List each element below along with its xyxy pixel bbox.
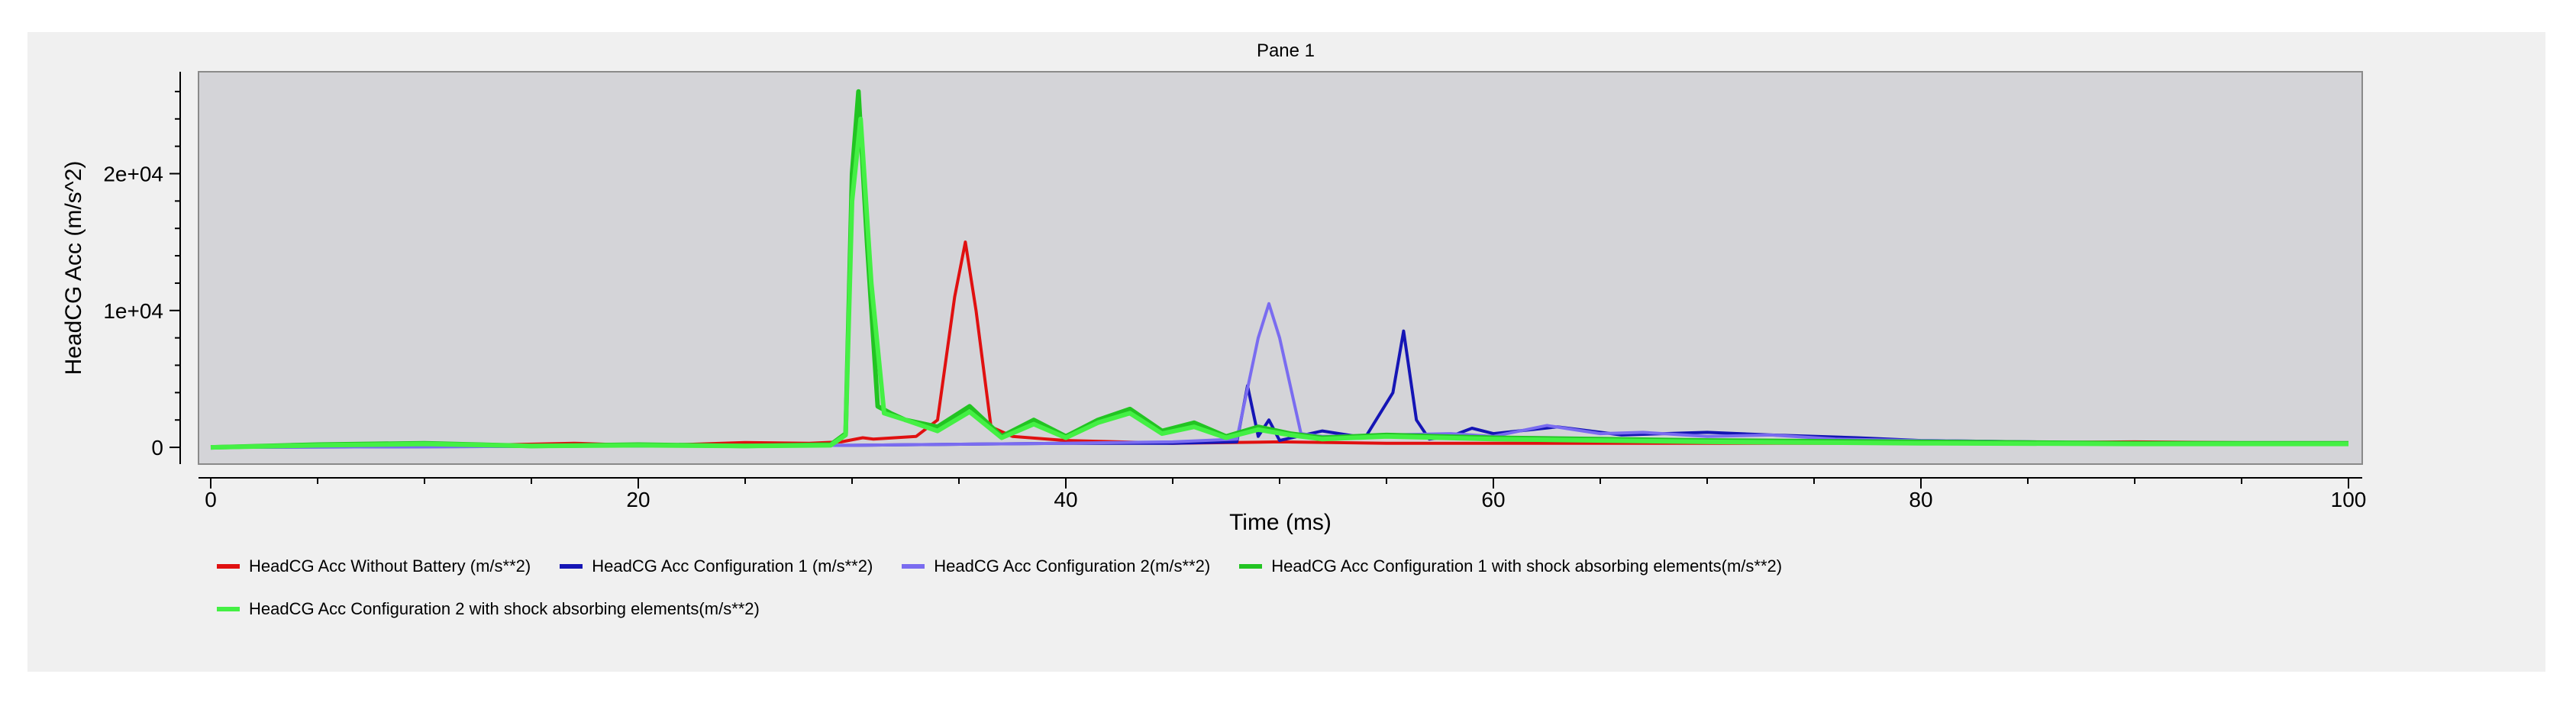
x-tick-label: 60 <box>1481 488 1505 511</box>
series-line-5 <box>210 116 2348 450</box>
legend: HeadCG Acc Without Battery (m/s**2) Head… <box>217 545 2507 630</box>
legend-item-configuration-1-shock: HeadCG Acc Configuration 1 with shock ab… <box>1239 556 1782 576</box>
plot-area <box>198 71 2363 465</box>
y-ticks: 0 1e+04 2e+04 <box>103 90 180 460</box>
legend-item-configuration-2: HeadCG Acc Configuration 2(m/s**2) <box>902 556 1210 576</box>
chart-title: Pane 1 <box>1257 40 1315 61</box>
legend-row-2: HeadCG Acc Configuration 2 with shock ab… <box>217 588 2507 630</box>
x-axis-title: Time (ms) <box>1229 510 1332 535</box>
legend-label: HeadCG Acc Configuration 1 with shock ab… <box>1271 556 1783 576</box>
x-tick-label: 100 <box>2331 488 2367 511</box>
legend-item-without-battery: HeadCG Acc Without Battery (m/s**2) <box>217 556 531 576</box>
legend-swatch <box>560 564 583 569</box>
y-axis-title: HeadCG Acc (m/s^2) <box>61 161 86 376</box>
legend-label: HeadCG Acc Configuration 1 (m/s**2) <box>592 556 873 576</box>
chart-frame: Pane 1 0 1e+04 2e+04 0 20 40 60 80 100 Time (ms… <box>27 32 2545 672</box>
legend-item-configuration-2-shock: HeadCG Acc Configuration 2 with shock ab… <box>217 599 760 619</box>
legend-label: HeadCG Acc Configuration 2(m/s**2) <box>934 556 1211 576</box>
x-ticks: 0 20 40 60 80 100 <box>205 478 2366 511</box>
y-tick-label: 0 <box>151 436 163 460</box>
legend-row-1: HeadCG Acc Without Battery (m/s**2) Head… <box>217 545 2507 588</box>
legend-swatch <box>217 564 240 569</box>
legend-label: HeadCG Acc Configuration 2 with shock ab… <box>249 599 760 618</box>
legend-swatch <box>217 607 240 611</box>
chart-canvas: Pane 1 0 1e+04 2e+04 0 20 40 60 80 100 Time (ms… <box>61 40 2366 535</box>
x-tick-label: 40 <box>1054 488 1077 511</box>
series-group <box>210 89 2349 450</box>
legend-swatch <box>1239 564 1263 569</box>
x-tick-label: 80 <box>1909 488 1932 511</box>
legend-swatch <box>902 564 925 569</box>
legend-item-configuration-1: HeadCG Acc Configuration 1 (m/s**2) <box>560 556 873 576</box>
x-tick-label: 20 <box>626 488 650 511</box>
x-tick-label: 0 <box>205 488 217 511</box>
y-tick-label: 1e+04 <box>103 299 163 323</box>
legend-label: HeadCG Acc Without Battery (m/s**2) <box>249 556 531 576</box>
y-tick-label: 2e+04 <box>103 163 163 186</box>
